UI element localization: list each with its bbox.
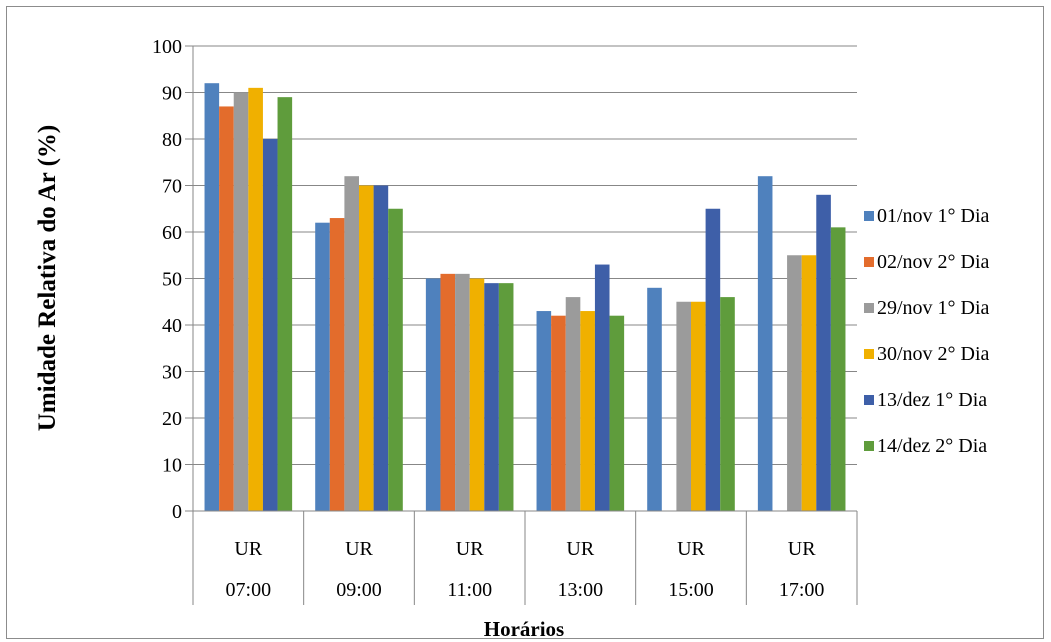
legend-swatch bbox=[864, 303, 874, 313]
bar bbox=[248, 87, 263, 511]
bar bbox=[344, 176, 359, 511]
bar bbox=[757, 176, 773, 511]
y-tick-label: 70 bbox=[162, 176, 182, 198]
legend-swatch bbox=[864, 441, 874, 451]
bar bbox=[609, 315, 625, 511]
bar bbox=[373, 185, 389, 511]
x-tick-group-label: UR bbox=[677, 538, 705, 560]
bar bbox=[262, 139, 278, 511]
bar bbox=[801, 255, 817, 511]
gridlines bbox=[193, 45, 857, 465]
bar bbox=[329, 218, 345, 512]
x-tick-group-label: UR bbox=[456, 538, 484, 560]
legend-entry: 30/nov 2° Dia bbox=[877, 343, 990, 365]
x-tick-group-label: UR bbox=[788, 538, 816, 560]
bar bbox=[565, 297, 581, 511]
legend-entry: 01/nov 1° Dia bbox=[877, 205, 990, 227]
y-tick-label: 80 bbox=[162, 129, 182, 151]
y-tick-label: 100 bbox=[152, 36, 182, 58]
bar bbox=[647, 287, 662, 511]
bar bbox=[277, 97, 293, 512]
bar bbox=[425, 278, 441, 511]
legend-entry: 13/dez 1° Dia bbox=[877, 389, 987, 411]
bar bbox=[676, 301, 691, 511]
bar bbox=[691, 301, 706, 511]
y-axis-title: Umidade Relativa do Ar (%) bbox=[34, 125, 61, 431]
bar bbox=[469, 278, 485, 511]
bar bbox=[816, 194, 831, 512]
bar bbox=[787, 255, 802, 511]
bar bbox=[498, 283, 514, 511]
y-tick-label: 90 bbox=[162, 83, 182, 105]
bar bbox=[455, 273, 470, 511]
bar bbox=[536, 311, 552, 511]
x-tick-group-label: UR bbox=[345, 538, 373, 560]
bar bbox=[315, 222, 330, 511]
legend-entry: 14/dez 2° Dia bbox=[877, 435, 987, 457]
x-tick-label: 09:00 bbox=[336, 579, 382, 601]
y-tick-label: 20 bbox=[162, 408, 182, 430]
bar bbox=[484, 283, 499, 511]
bar bbox=[440, 273, 456, 511]
legend-swatch bbox=[864, 211, 874, 221]
y-tick-label: 30 bbox=[162, 362, 182, 384]
bar bbox=[204, 83, 220, 511]
x-tick-label: 17:00 bbox=[779, 579, 825, 601]
bar bbox=[551, 315, 566, 511]
y-tick-label: 0 bbox=[172, 501, 182, 523]
bar bbox=[720, 297, 735, 511]
x-tick-group-label: UR bbox=[234, 538, 262, 560]
legend-swatch bbox=[864, 257, 874, 267]
bar bbox=[830, 227, 846, 511]
legend-entry: 29/nov 1° Dia bbox=[877, 297, 990, 319]
bar bbox=[233, 92, 249, 511]
x-tick-label: 15:00 bbox=[668, 579, 714, 601]
bar bbox=[388, 208, 403, 511]
x-tick-label: 13:00 bbox=[558, 579, 604, 601]
bar bbox=[594, 264, 610, 511]
x-tick-label: 11:00 bbox=[447, 579, 492, 601]
x-tick-group-label: UR bbox=[566, 538, 594, 560]
legend: 01/nov 1° Dia 02/nov 2° Dia 29/nov 1° Dia 3… bbox=[864, 205, 990, 457]
legend-swatch bbox=[864, 349, 874, 359]
y-tick-label: 50 bbox=[162, 269, 182, 291]
legend-swatch bbox=[864, 395, 874, 405]
bars bbox=[204, 83, 846, 512]
y-tick-label: 60 bbox=[162, 222, 182, 244]
x-axis-title: Horários bbox=[484, 617, 564, 641]
x-tick-label: 07:00 bbox=[226, 579, 272, 601]
bar bbox=[219, 106, 234, 511]
y-tick-label: 40 bbox=[162, 315, 182, 337]
bar bbox=[580, 311, 595, 511]
axes bbox=[185, 45, 858, 605]
bar bbox=[705, 208, 721, 511]
legend-entry: 02/nov 2° Dia bbox=[877, 251, 990, 273]
x-tick-labels: UR 07:00 UR 09:00 UR 11:00 UR 13:00 UR 15:00 UR 17:… bbox=[226, 538, 825, 601]
y-tick-labels: 0 10 20 30 40 50 60 70 80 90 100 bbox=[152, 36, 182, 523]
y-tick-label: 10 bbox=[162, 455, 182, 477]
bar bbox=[359, 185, 374, 511]
